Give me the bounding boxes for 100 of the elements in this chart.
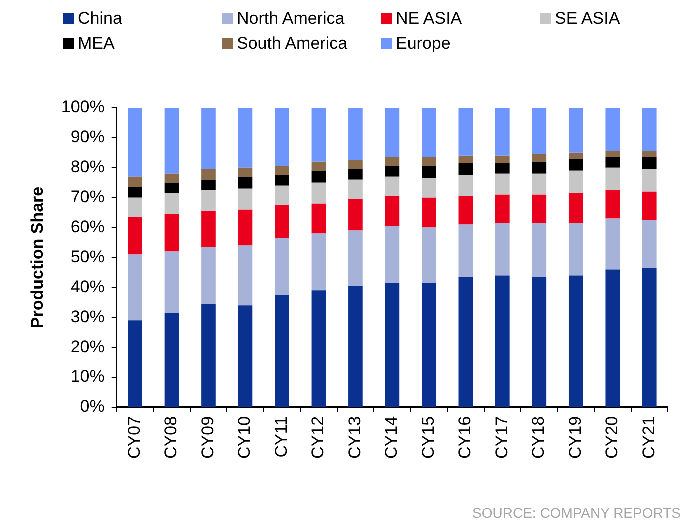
bar bbox=[606, 168, 620, 190]
bar bbox=[128, 176, 142, 188]
bar bbox=[496, 163, 510, 174]
bar bbox=[606, 218, 620, 270]
bar bbox=[532, 108, 547, 154]
x-tick-label: CY09 bbox=[198, 416, 218, 460]
bar bbox=[275, 238, 290, 296]
bar bbox=[496, 276, 510, 407]
bar bbox=[568, 193, 584, 224]
bar bbox=[606, 190, 620, 219]
bar bbox=[385, 166, 400, 177]
bar bbox=[568, 276, 584, 407]
bar bbox=[458, 163, 474, 176]
bar bbox=[385, 196, 400, 226]
bar bbox=[348, 169, 363, 180]
bar bbox=[164, 214, 180, 252]
x-tick-label: CY15 bbox=[418, 416, 438, 460]
y-tick-label: 90% bbox=[70, 128, 105, 147]
bar bbox=[642, 157, 657, 170]
bar bbox=[275, 166, 290, 176]
y-axis-title: Production Share bbox=[28, 186, 47, 329]
bar bbox=[642, 108, 657, 152]
bar bbox=[458, 156, 474, 164]
bar bbox=[238, 188, 253, 210]
bar bbox=[128, 187, 142, 198]
bar bbox=[422, 283, 436, 407]
bar bbox=[496, 156, 510, 164]
bar bbox=[238, 168, 253, 177]
bar bbox=[532, 194, 547, 224]
y-tick-label: 30% bbox=[70, 307, 105, 326]
bar bbox=[385, 176, 400, 196]
y-tick-label: 40% bbox=[70, 277, 105, 296]
x-tick-label: CY11 bbox=[272, 416, 291, 458]
bar bbox=[202, 190, 216, 212]
bar bbox=[164, 313, 180, 407]
y-tick-label: 70% bbox=[70, 188, 105, 207]
x-tick-label: CY21 bbox=[639, 416, 658, 460]
bar bbox=[128, 198, 142, 218]
bar bbox=[238, 108, 253, 168]
bar bbox=[422, 166, 436, 178]
x-tick-label: CY08 bbox=[162, 416, 181, 460]
bar bbox=[385, 283, 400, 407]
bar bbox=[275, 205, 290, 238]
bar bbox=[568, 108, 584, 153]
bar bbox=[312, 108, 326, 162]
bar bbox=[312, 204, 326, 234]
bar bbox=[496, 174, 510, 195]
bar bbox=[312, 234, 326, 291]
legend-label: South America bbox=[237, 33, 348, 54]
bar bbox=[348, 286, 363, 407]
bar bbox=[275, 295, 290, 407]
bar bbox=[568, 152, 584, 159]
bar bbox=[568, 158, 584, 171]
bar bbox=[202, 169, 216, 180]
bar bbox=[348, 199, 363, 231]
x-tick-label: CY16 bbox=[456, 416, 475, 460]
bar bbox=[202, 211, 216, 248]
y-tick-label: 20% bbox=[70, 337, 105, 356]
legend-label: North America bbox=[237, 8, 345, 29]
bar bbox=[606, 108, 620, 152]
bar bbox=[348, 160, 363, 170]
y-tick-label: 50% bbox=[70, 247, 105, 266]
bar bbox=[202, 304, 216, 407]
bar bbox=[422, 198, 436, 228]
bar bbox=[128, 254, 142, 321]
source-note: SOURCE: COMPANY REPORTS bbox=[472, 505, 681, 521]
bar bbox=[568, 170, 584, 194]
x-tick-label: CY10 bbox=[235, 416, 254, 460]
bar bbox=[532, 277, 547, 407]
bar bbox=[496, 108, 510, 156]
bar bbox=[238, 306, 253, 407]
bar bbox=[128, 217, 142, 255]
bar bbox=[532, 223, 547, 278]
x-tick-label: CY07 bbox=[124, 416, 144, 460]
bar bbox=[275, 175, 290, 186]
bar bbox=[238, 176, 253, 189]
bar bbox=[312, 162, 326, 171]
bar bbox=[385, 226, 400, 284]
y-tick-label: 10% bbox=[70, 367, 105, 386]
x-tick-label: CY17 bbox=[492, 416, 512, 460]
bar bbox=[642, 151, 657, 158]
bar bbox=[238, 210, 253, 246]
bar bbox=[422, 228, 436, 284]
bar bbox=[128, 108, 142, 177]
bar bbox=[422, 108, 436, 158]
bar bbox=[568, 223, 584, 276]
bar bbox=[496, 194, 510, 224]
bar bbox=[532, 162, 547, 174]
bar bbox=[385, 108, 400, 158]
legend-label: China bbox=[78, 8, 122, 29]
bar bbox=[606, 157, 620, 168]
bar bbox=[642, 268, 657, 407]
y-tick-label: 60% bbox=[70, 217, 105, 236]
bar bbox=[164, 182, 180, 194]
y-tick-label: 100% bbox=[61, 98, 105, 117]
x-tick-label: CY13 bbox=[345, 416, 364, 460]
legend-label: Europe bbox=[396, 33, 451, 54]
bar bbox=[458, 175, 474, 196]
bar bbox=[348, 108, 363, 160]
legend-label: MEA bbox=[78, 33, 115, 54]
